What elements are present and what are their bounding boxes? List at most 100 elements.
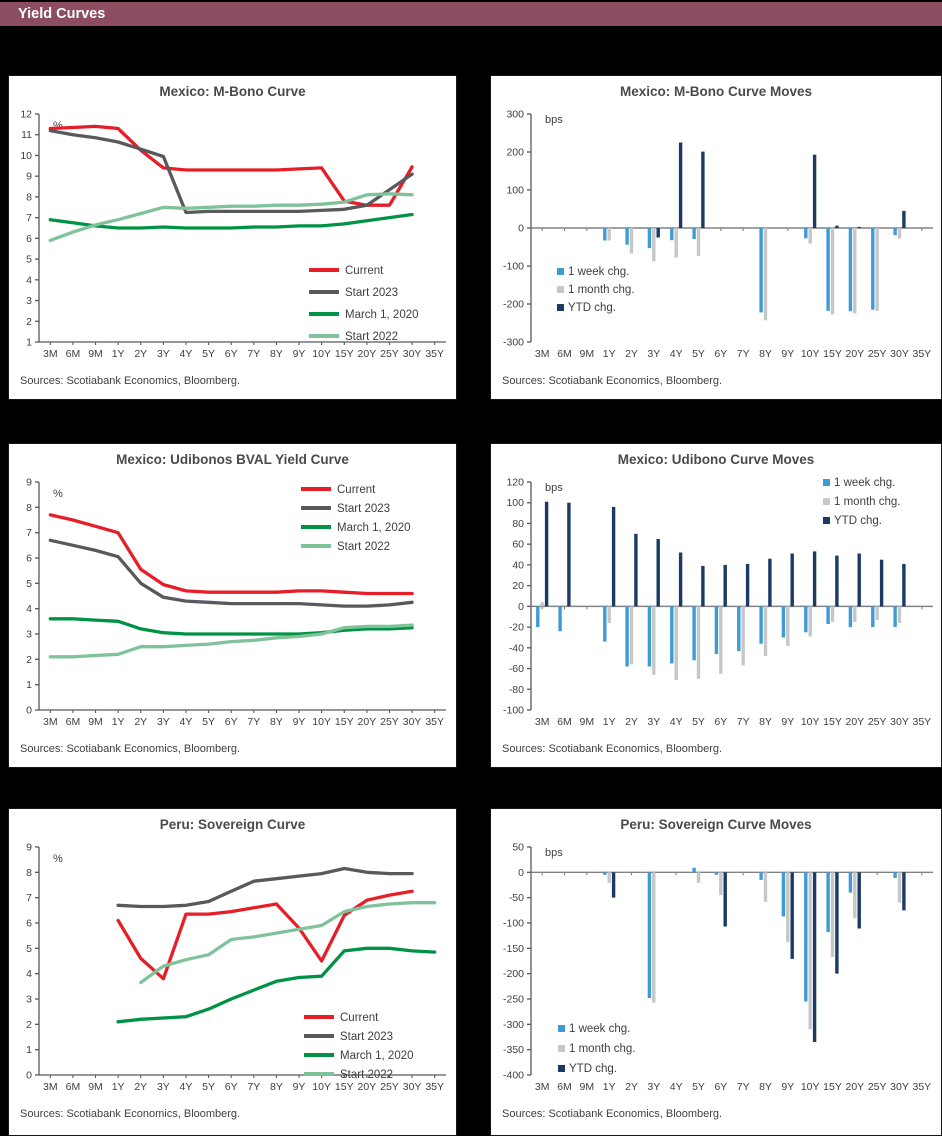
bar [857,553,861,607]
bar [826,606,830,624]
svg-text:6M: 6M [66,716,81,728]
bar [603,872,607,875]
svg-text:4: 4 [26,603,32,615]
series-bars [544,501,906,607]
svg-text:-20: -20 [509,622,524,634]
svg-text:8Y: 8Y [270,348,283,360]
svg-text:6Y: 6Y [225,716,238,728]
bar [629,228,634,254]
svg-text:8Y: 8Y [759,1081,772,1093]
legend: 1 week chg. 1 month chg. YTD chg. [823,477,900,527]
svg-text:0: 0 [518,601,524,613]
svg-text:9M: 9M [88,716,103,728]
svg-text:-100: -100 [503,918,524,930]
svg-text:10Y: 10Y [312,348,331,360]
svg-text:25Y: 25Y [868,1081,887,1093]
svg-text:40: 40 [512,559,524,571]
svg-text:10Y: 10Y [801,1081,820,1093]
series-line [116,889,414,981]
svg-text:6Y: 6Y [714,348,727,360]
svg-text:5: 5 [26,578,32,590]
legend: 1 week chg. 1 month chg. YTD chg. [558,1023,635,1075]
mexico-mbono-curve-chart: 12 11 10 9 8 7 6 5 4 3 2 1 3M 6M 9M 1Y 2Y 3Y 4Y 5Y 6Y 7Y 8Y 9Y 1… [20,109,446,360]
bar [723,872,727,927]
svg-text:15Y: 15Y [823,348,842,360]
svg-text:1 week chg.: 1 week chg. [834,477,895,489]
series-line [48,538,414,608]
svg-text:20: 20 [512,580,524,592]
svg-text:7Y: 7Y [247,716,260,728]
svg-text:-60: -60 [509,663,524,675]
bar [759,606,763,644]
bar [848,606,853,628]
bar [652,228,656,262]
svg-text:30Y: 30Y [403,1081,422,1093]
svg-text:4Y: 4Y [180,716,193,728]
svg-text:3: 3 [26,295,32,307]
svg-text:4Y: 4Y [670,1081,683,1093]
svg-text:%: % [53,488,63,500]
bar [826,228,830,311]
chart-title: Mexico: M-Bono Curve Moves [619,84,813,99]
svg-text:25Y: 25Y [380,348,399,360]
svg-text:YTD chg.: YTD chg. [834,515,882,527]
sources-note: Sources: Scotiabank Economics, Bloomberg… [20,375,241,387]
svg-text:3Y: 3Y [157,348,170,360]
svg-text:30Y: 30Y [890,348,909,360]
bar [696,606,701,679]
bar [812,551,817,607]
svg-text:-400: -400 [503,1070,524,1082]
panel-mexico-udibono-moves: Mexico: Udibono Curve Moves 120 100 80 60 40… [490,443,942,768]
bar [857,226,861,228]
series-line [48,623,414,659]
svg-text:bps: bps [545,482,563,494]
svg-text:1: 1 [26,337,32,349]
series-line [116,866,414,909]
bar [670,228,674,241]
bar [804,228,808,239]
bar [719,606,723,674]
bar [808,228,812,244]
bar [759,228,763,313]
legend-square-swatch [823,479,830,486]
bar [804,872,808,1002]
legend: 1 week chg. 1 month chg. YTD chg. [557,266,634,314]
svg-text:9: 9 [26,842,32,854]
bar [647,606,652,667]
svg-text:80: 80 [512,518,524,530]
series-bars [607,228,902,321]
bar [692,867,696,873]
svg-text:1: 1 [26,679,32,691]
svg-text:2: 2 [26,654,32,666]
svg-text:35Y: 35Y [425,348,444,360]
svg-text:3M: 3M [535,348,550,360]
bar [737,606,741,651]
svg-text:0: 0 [518,223,524,235]
svg-text:1Y: 1Y [603,1081,616,1093]
svg-text:9M: 9M [88,348,103,360]
bar [652,872,656,1003]
legend-square-swatch [557,268,564,275]
svg-text:6Y: 6Y [225,1081,238,1093]
svg-text:30Y: 30Y [403,716,422,728]
svg-text:20Y: 20Y [358,348,377,360]
bar [714,606,719,655]
svg-text:9: 9 [26,477,32,489]
sources-note: Sources: Scotiabank Economics, Bloomberg… [502,375,723,387]
bar [678,552,683,607]
bar [790,872,794,959]
bar [607,228,611,241]
chart-title: Mexico: Udibono Curve Moves [617,452,815,467]
svg-text:3Y: 3Y [647,348,660,360]
series-bars [540,602,902,680]
svg-text:4: 4 [26,274,32,286]
plot-area: 120 100 80 60 40 20 0 -20 -40 -60 -80 -100 3M 6M 9M 1Y 2… [503,477,933,728]
svg-text:-50: -50 [509,892,524,904]
bar [607,606,611,623]
legend-square-swatch [823,498,830,505]
svg-text:25Y: 25Y [380,1081,399,1093]
svg-text:9Y: 9Y [293,348,306,360]
series-bars [611,872,906,1042]
svg-text:35Y: 35Y [912,348,931,360]
bar [656,539,660,607]
